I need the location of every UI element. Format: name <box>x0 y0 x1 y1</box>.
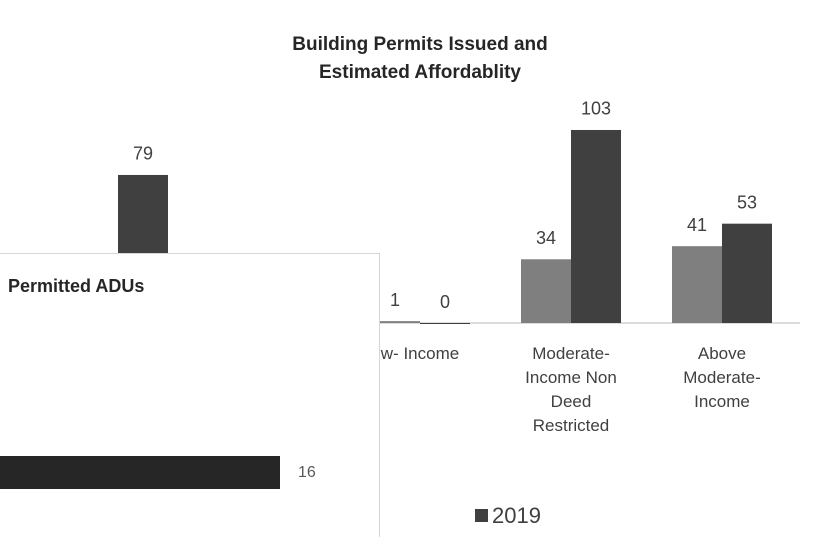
label-line: Above <box>698 344 746 363</box>
bar <box>571 129 621 323</box>
value-label: 16 <box>298 464 316 481</box>
bar <box>672 246 722 323</box>
overlay-chart: Permitted ADUs 16 <box>0 253 380 537</box>
label-line: w- Income <box>380 344 459 363</box>
value-label: 53 <box>737 192 757 212</box>
overlay-panel <box>0 253 380 537</box>
legend-label: 2019 <box>492 503 541 528</box>
value-label: 0 <box>440 292 450 312</box>
legend-swatch <box>475 509 488 522</box>
label-line: Moderate- <box>683 368 760 387</box>
label-line: Moderate- <box>532 344 609 363</box>
x-tick-label: w- Income <box>380 344 459 363</box>
value-label: 79 <box>133 144 153 164</box>
label-line: Deed <box>551 392 592 411</box>
label-line: Income <box>694 392 750 411</box>
bar <box>420 323 470 324</box>
label-line: Restricted <box>533 416 610 435</box>
title-line: Building Permits Issued and <box>292 34 548 55</box>
value-label: 103 <box>581 99 611 119</box>
value-label: 41 <box>687 215 707 235</box>
bar <box>722 223 772 323</box>
value-label: 34 <box>536 228 556 248</box>
bar <box>370 321 420 323</box>
bar <box>0 456 280 489</box>
title-line: Estimated Affordablity <box>319 62 521 83</box>
chart-title: Permitted ADUs <box>8 276 144 296</box>
label-line: Income Non <box>525 368 617 387</box>
x-tick-label: Moderate- Income Non Deed Restricted <box>525 344 617 435</box>
value-label: 1 <box>390 290 400 310</box>
chart-title: Building Permits Issued and Estimated Aff… <box>292 34 548 83</box>
x-tick-label: Above Moderate- Income <box>683 344 760 411</box>
bar <box>521 259 571 323</box>
